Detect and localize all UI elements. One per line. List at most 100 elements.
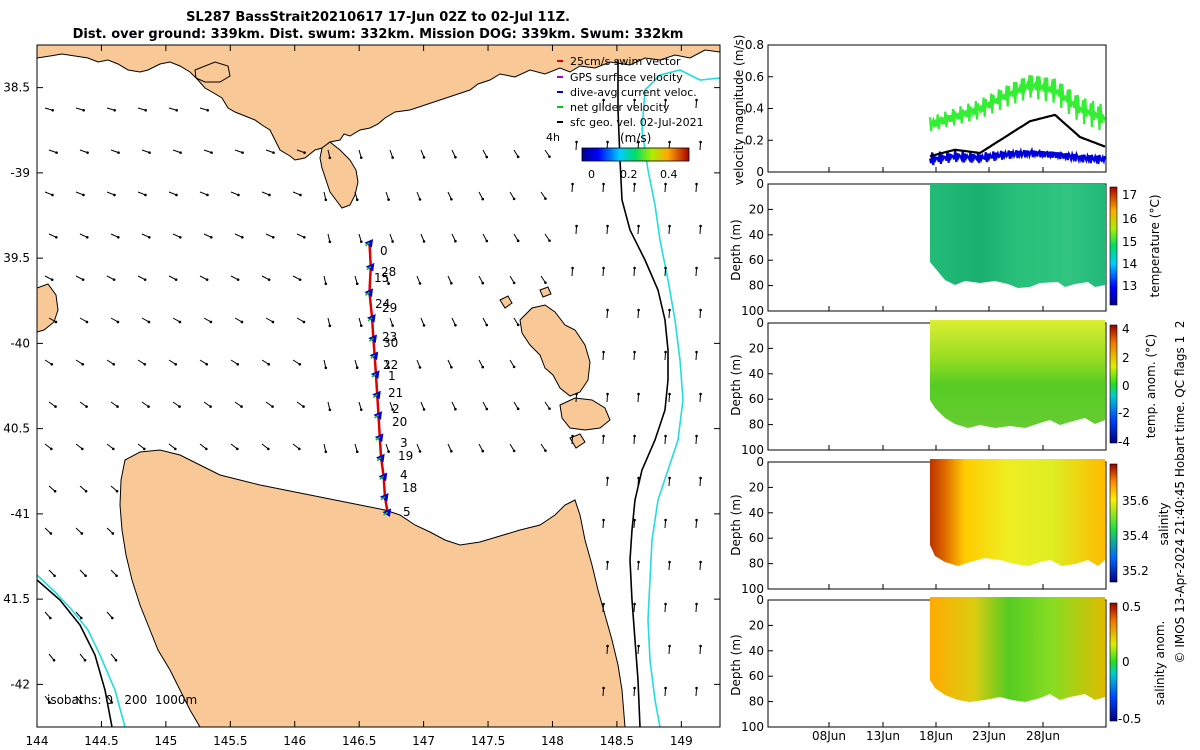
depth-tick-label: 80: [749, 418, 764, 432]
ta-cbar-tick-4: 4: [1122, 322, 1130, 336]
salinity-colorbar: [1109, 463, 1118, 583]
legend-entry-swim: 25cm/s swim vector: [557, 55, 681, 68]
depth-tick-label: 40: [749, 367, 764, 381]
map-ytick-label: 40.5: [3, 422, 30, 436]
map-ytick-label: 41.5: [3, 592, 30, 606]
map-ytick-label: -39: [10, 166, 30, 180]
depth-tick-label: 100: [741, 720, 764, 734]
temp-cbar-tick-13: 13: [1122, 279, 1137, 293]
velocity-series-sfc: [929, 113, 1106, 158]
temperature-panel: Depth (m) 17 16 15 14 13 temperature (°C…: [729, 183, 1162, 312]
track-label: 22: [383, 358, 398, 372]
isobaths-note: isobaths: 0 200 1000m: [47, 693, 197, 707]
sal-anom-panel: Depth (m) 0.5 0 -0.5 salinity anom.: [729, 597, 1167, 728]
track-label: 30: [383, 336, 398, 350]
date-tick-label: 28Jun: [1026, 729, 1060, 743]
land-islet-2: [569, 433, 586, 449]
depth-tick-label: 20: [749, 341, 764, 355]
sal-anom-colorbar: [1109, 602, 1118, 722]
depth-tick-label: 100: [741, 582, 764, 596]
depth-tick-label: 0: [756, 593, 764, 607]
title-line-2: Dist. over ground: 339km. Dist. swum: 33…: [73, 27, 684, 42]
glider-track: [364, 238, 392, 518]
track-label: 20: [392, 415, 407, 429]
depth-tick-label: 40: [749, 506, 764, 520]
svg-text:net glider velocity: net glider velocity: [570, 101, 670, 114]
depth-tick-label: 0: [756, 177, 764, 191]
temperature-cbar-label: temperature (°C): [1148, 195, 1162, 298]
map-xtick-label: 144.5: [84, 734, 118, 748]
depth-axis-ticks: 0204060801000204060801000204060801000204…: [741, 177, 773, 734]
depth-tick-label: 20: [749, 480, 764, 494]
depth-tick-label: 80: [749, 557, 764, 571]
salinity-panel: Depth (m) 35.6 35.4 35.2 salinity: [729, 459, 1171, 590]
title-line-1: SL287 BassStrait20210617 17-Jun 02Z to 0…: [186, 10, 570, 25]
map-xtick-label: 149: [670, 734, 693, 748]
salinity-field: [930, 459, 1105, 566]
map-ytick-label: 38.5: [3, 81, 30, 95]
map-xtick-label: 148: [541, 734, 564, 748]
temp-cbar-tick-15: 15: [1122, 235, 1137, 249]
depth-tick-label: 20: [749, 618, 764, 632]
cbar-tick-1: 0.2: [620, 168, 638, 181]
track-line: [368, 242, 389, 513]
svg-text:GPS surface velocity: GPS surface velocity: [570, 71, 683, 84]
legend-entry-dive: dive-avg current veloc.: [557, 86, 697, 99]
velocity-ytick-label: 0.8: [745, 38, 764, 52]
map-ytick-label: -41: [10, 507, 30, 521]
velocity-ylabel: velocity magnitude (m/s): [732, 35, 746, 186]
temp-anom-colorbar: [1109, 324, 1118, 444]
track-label: 3: [400, 436, 408, 450]
sa-cbar-tick-05: 0.5: [1122, 600, 1141, 614]
track-label: 1: [388, 369, 396, 383]
depth-tick-label: 100: [741, 443, 764, 457]
track-label: 15: [374, 271, 389, 285]
depth-tick-label: 0: [756, 455, 764, 469]
track-label: 0: [380, 244, 388, 258]
map-xtick-label: 147: [412, 734, 435, 748]
velocity-series-net: [928, 75, 1107, 132]
salinity-ylabel: Depth (m): [729, 494, 743, 555]
temp-cbar-tick-14: 14: [1122, 257, 1137, 271]
land-tasmania: [119, 449, 626, 727]
map-axis-ticks: 144 144.5 145 145.5 146 146.5 147 147.5 148 148.5…: [3, 45, 720, 748]
map-xtick-label: 148.5: [600, 734, 634, 748]
track-label: 5: [403, 505, 411, 519]
land-cape-barren: [559, 397, 611, 431]
map-xtick-label: 146.5: [342, 734, 376, 748]
depth-tick-label: 40: [749, 228, 764, 242]
map-ytick-label: 39.5: [3, 251, 30, 265]
ta-cbar-tick-m2: -2: [1118, 406, 1130, 420]
depth-tick-label: 60: [749, 531, 764, 545]
salinity-cbar-label: salinity: [1157, 502, 1171, 545]
legend-entry-sfc: sfc geo. vel. 02-Jul-2021: [557, 116, 704, 129]
track-label: 23: [382, 330, 397, 344]
track-label: 29: [382, 301, 397, 315]
depth-tick-label: 40: [749, 644, 764, 658]
imos-footnote: © IMOS 13-Apr-2024 21:40:45 Hobart time.…: [1173, 321, 1187, 664]
temp-cbar-tick-17: 17: [1122, 188, 1137, 202]
temp-cbar-tick-16: 16: [1122, 212, 1137, 226]
sal-anom-ylabel: Depth (m): [729, 634, 743, 695]
sal-cbar-tick-352: 35.2: [1122, 564, 1149, 578]
scale-label: 4h: [546, 131, 560, 144]
sa-cbar-tick-0: 0: [1122, 655, 1130, 669]
isobath-200: [37, 60, 669, 727]
map-ytick-label: -40: [10, 336, 30, 350]
date-tick-label: 18Jun: [919, 729, 953, 743]
land-islet-1: [499, 295, 513, 309]
depth-tick-label: 60: [749, 669, 764, 683]
date-tick-label: 13Jun: [866, 729, 900, 743]
map-xtick-label: 147.5: [471, 734, 505, 748]
sal-cbar-tick-356: 35.6: [1122, 494, 1149, 508]
track-label: 18: [402, 481, 417, 495]
temp-anom-ylabel: Depth (m): [729, 354, 743, 415]
sal-anom-field: [930, 597, 1105, 702]
land-islet-3: [539, 286, 552, 298]
velocity-ytick-label: 0.2: [745, 133, 764, 147]
ta-cbar-tick-2: 2: [1122, 351, 1130, 365]
temperature-field: [930, 184, 1105, 288]
